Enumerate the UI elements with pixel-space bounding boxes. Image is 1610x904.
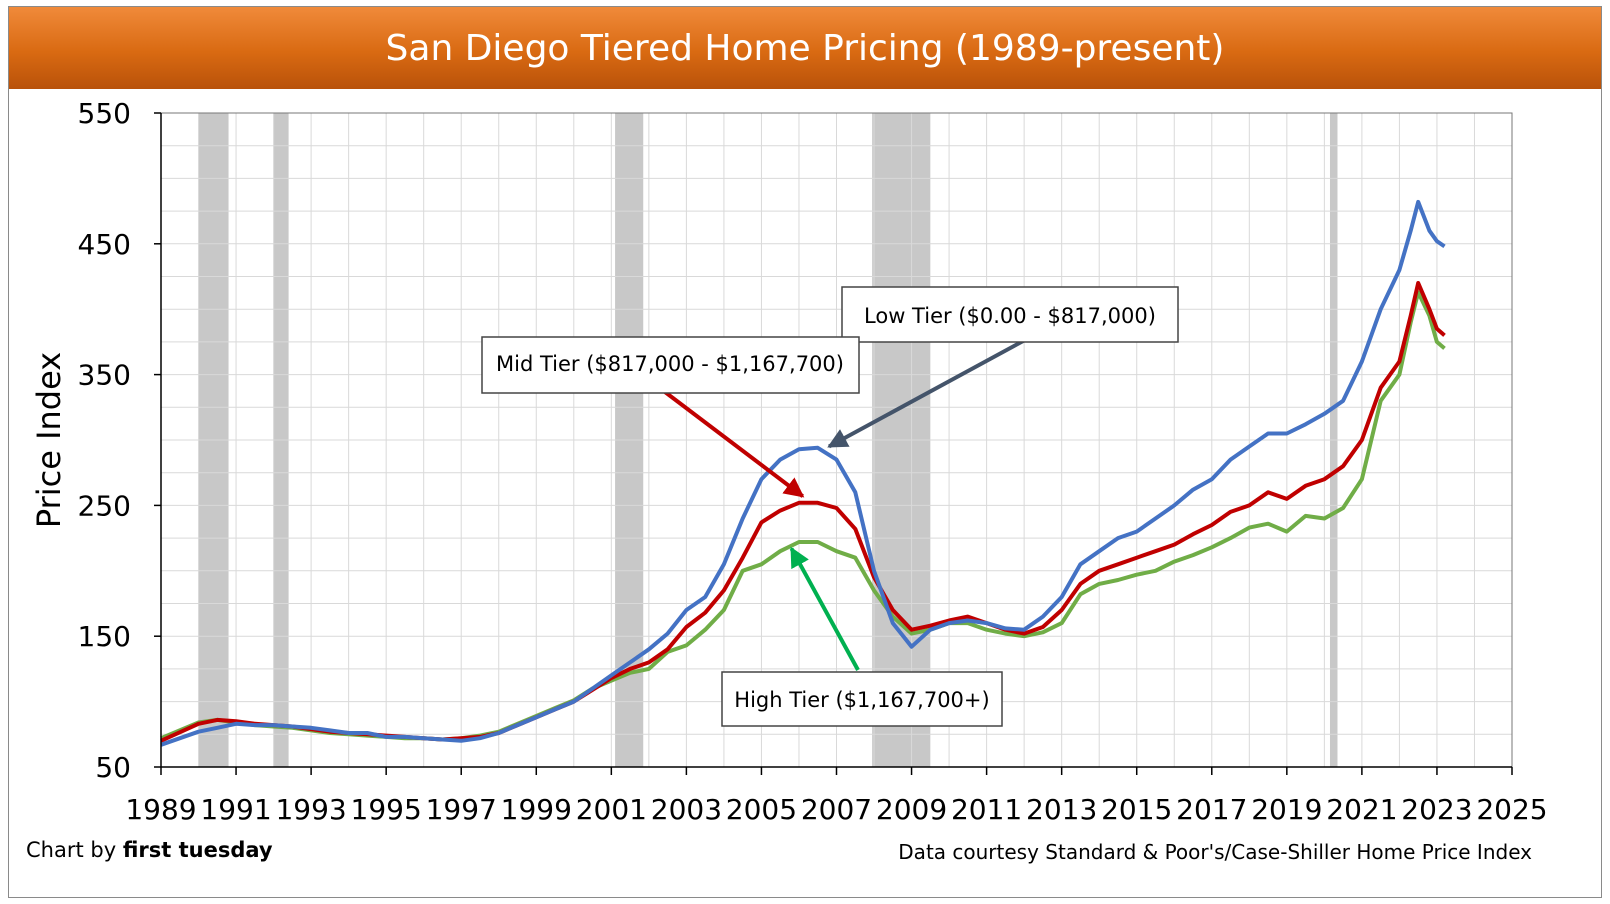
x-tick-label-1995: 1995	[351, 793, 422, 826]
x-tick-label-1989: 1989	[125, 793, 196, 826]
annotation-label-1: Mid Tier ($817,000 - $1,167,700)	[496, 352, 844, 376]
x-tick-label-2011: 2011	[951, 793, 1022, 826]
x-tick-label-1993: 1993	[275, 793, 346, 826]
credit-line: Chart by first tuesday	[26, 838, 273, 862]
credit-brand: first tuesday	[122, 838, 273, 862]
annotation-box-2	[721, 671, 1003, 727]
y-tick-label-50: 50	[95, 751, 131, 784]
series-lines	[160, 199, 1446, 747]
x-tick-label-2005: 2005	[726, 793, 797, 826]
y-tick-label-150: 150	[78, 620, 131, 653]
series-line-0	[160, 199, 1446, 747]
annotations: Low Tier ($0.00 - $817,000) Mid Tier ($81…	[481, 286, 1179, 727]
x-tick-label-2017: 2017	[1176, 793, 1247, 826]
annotation-arrow-2	[789, 546, 860, 671]
x-tick-label-2009: 2009	[876, 793, 947, 826]
x-tick-label-2021: 2021	[1326, 793, 1397, 826]
annotation-label-0: Low Tier ($0.00 - $817,000)	[864, 304, 1156, 328]
credit-prefix: Chart by	[26, 838, 123, 862]
x-tick-label-2003: 2003	[651, 793, 722, 826]
x-tick-label-2023: 2023	[1401, 793, 1472, 826]
y-axis-label: Price Index	[30, 352, 68, 528]
annotation-arrow-1	[663, 390, 805, 498]
annotation-arrow-0	[827, 338, 1026, 449]
grid	[161, 113, 1512, 767]
x-tick-label-2007: 2007	[801, 793, 872, 826]
x-tick-label-2019: 2019	[1251, 793, 1322, 826]
x-tick-label-2025: 2025	[1476, 793, 1547, 826]
title-bar: San Diego Tiered Home Pricing (1989-pres…	[9, 7, 1601, 89]
x-tick-label-1991: 1991	[200, 793, 271, 826]
y-tick-label-550: 550	[78, 97, 131, 130]
x-tick-label-2015: 2015	[1101, 793, 1172, 826]
y-tick-label-250: 250	[78, 489, 131, 522]
annotation-box-1	[481, 336, 860, 394]
axes: 1989 1991 1993 1995 1997 1999 2001 2003 2005 2007…	[78, 97, 1548, 826]
y-tick-label-350: 350	[78, 359, 131, 392]
x-tick-label-2001: 2001	[576, 793, 647, 826]
annotation-box-0	[841, 286, 1179, 343]
data-source: Data courtesy Standard & Poor's/Case-Shi…	[898, 840, 1532, 864]
y-tick-label-450: 450	[78, 228, 131, 261]
annotation-label-2: High Tier ($1,167,700+)	[734, 688, 989, 712]
x-tick-label-1999: 1999	[501, 793, 572, 826]
x-tick-label-2013: 2013	[1026, 793, 1097, 826]
chart-title: San Diego Tiered Home Pricing (1989-pres…	[385, 27, 1225, 69]
x-tick-label-1997: 1997	[426, 793, 497, 826]
